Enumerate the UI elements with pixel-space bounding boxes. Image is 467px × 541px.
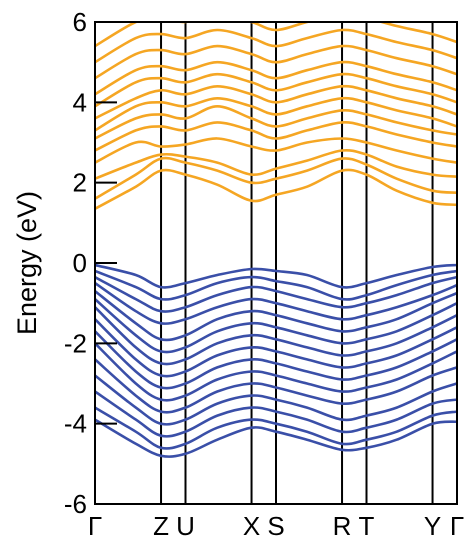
y-axis-ticks: -6 -4 -2 0 2 4 6 [64, 7, 117, 519]
conduction-band-line [95, 168, 457, 210]
valence-band-line [95, 330, 457, 390]
y-tick-label: -6 [64, 489, 87, 519]
y-tick-label: 6 [73, 7, 87, 37]
y-axis-label: Energy (eV) [12, 191, 42, 335]
conduction-band-line [95, 105, 457, 140]
valence-band-line [95, 275, 457, 313]
x-tick-label: X [243, 511, 260, 541]
valence-band-line [95, 390, 457, 438]
valence-band-line [95, 298, 457, 354]
band-lines [95, 22, 457, 458]
valence-band-line [95, 418, 457, 458]
conduction-band-line [95, 96, 457, 132]
conduction-band-line [95, 22, 457, 48]
x-tick-label: Z [153, 511, 169, 541]
x-tick-label: R [333, 511, 352, 541]
y-tick-label: 2 [73, 168, 87, 198]
conduction-band-line [95, 156, 457, 200]
valence-band-line [95, 306, 457, 366]
valence-band-line [95, 290, 457, 342]
conduction-band-line [95, 28, 457, 64]
valence-band-line [95, 318, 457, 378]
x-tick-label: Γ [88, 511, 102, 541]
x-tick-label: U [176, 511, 195, 541]
valence-band-line [95, 269, 457, 301]
valence-band-line [95, 358, 457, 414]
conduction-band-line [95, 148, 457, 180]
valence-band-line [95, 374, 457, 426]
x-tick-label: Γ [450, 511, 464, 541]
valence-band-line [95, 263, 457, 289]
y-tick-label: 4 [73, 87, 87, 117]
x-tick-label: S [267, 511, 284, 541]
valence-band-line [95, 342, 457, 402]
conduction-band-line [95, 84, 457, 120]
y-tick-label: -4 [64, 409, 87, 439]
conduction-band-line [95, 44, 457, 80]
x-tick-label: T [359, 511, 375, 541]
conduction-band-line [95, 137, 457, 164]
valence-band-line [95, 406, 457, 450]
conduction-band-line [95, 60, 457, 96]
valence-band-line [95, 282, 457, 325]
y-tick-label: -2 [64, 328, 87, 358]
conduction-band-line [95, 120, 457, 152]
y-tick-label: 0 [73, 248, 87, 278]
conduction-band-line [95, 72, 457, 108]
x-tick-label: Y [424, 511, 441, 541]
high-symmetry-lines [160, 22, 434, 504]
